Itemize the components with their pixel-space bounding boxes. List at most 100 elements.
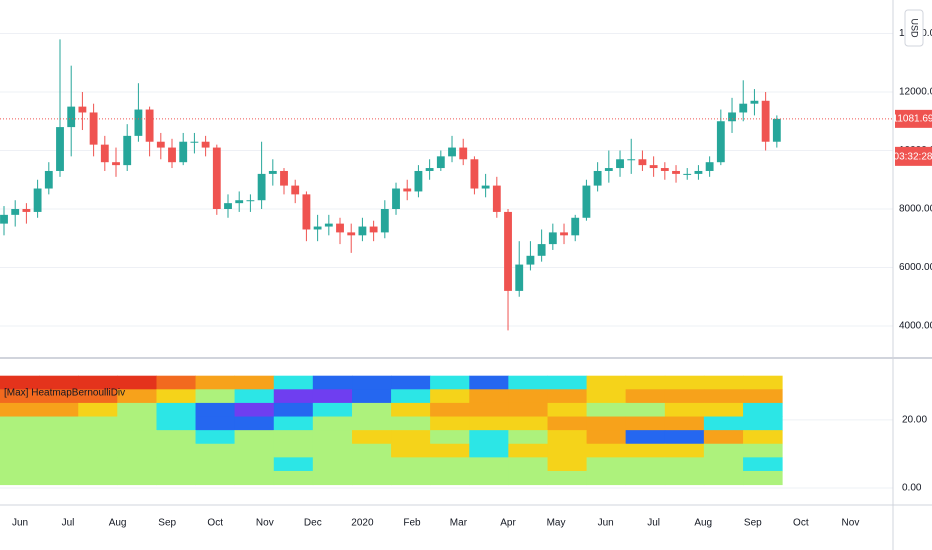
heatmap-cell	[508, 443, 549, 458]
heatmap-cell	[312, 402, 353, 418]
heatmap-cell	[234, 402, 275, 418]
x-tick-label: Mar	[450, 518, 468, 529]
heatmap-cell	[312, 470, 353, 486]
x-tick-label: Apr	[500, 518, 516, 529]
heatmap-cell	[78, 416, 118, 431]
candle-body	[369, 226, 378, 233]
heatmap-cell	[703, 470, 744, 486]
candle-body	[492, 185, 501, 212]
candle-body	[571, 217, 580, 236]
heatmap-cell	[664, 416, 705, 431]
heatmap-cell	[312, 430, 353, 445]
candle-body	[224, 203, 232, 209]
heatmap-cell	[430, 402, 470, 418]
candle-body	[705, 162, 714, 171]
heatmap-cell	[312, 443, 353, 458]
heatmap-cell	[391, 430, 431, 445]
heatmap-cell	[664, 430, 705, 445]
heatmap-cell	[547, 402, 588, 418]
heatmap-cell	[508, 375, 549, 390]
candle-body	[179, 141, 188, 163]
x-tick-label: Nov	[256, 518, 274, 529]
x-tick-label: Sep	[158, 518, 176, 529]
heatmap-cell	[664, 457, 705, 472]
heatmap-cell	[352, 416, 392, 431]
heatmap-cell	[547, 375, 588, 390]
heatmap-cell	[273, 402, 314, 418]
heatmap-cell	[156, 402, 197, 418]
candle-body	[44, 170, 53, 189]
heatmap-cell	[664, 389, 705, 404]
heatmap-cell	[273, 443, 314, 458]
heatmap-cell	[586, 430, 627, 445]
heatmap-cell	[469, 389, 509, 404]
heatmap-cell	[664, 443, 705, 458]
heatmap-cell	[586, 457, 627, 472]
heatmap-cell	[117, 375, 157, 390]
heatmap-cell	[664, 470, 705, 486]
heatmap-cell	[352, 470, 392, 486]
heatmap-cell	[586, 470, 627, 486]
candle-body	[33, 188, 42, 212]
candle-body	[716, 121, 725, 163]
x-tick-label: Sep	[744, 518, 762, 529]
heatmap-cell	[312, 457, 353, 472]
heatmap-cell	[508, 470, 549, 486]
heatmap-cell	[0, 389, 40, 404]
heatmap-cell	[78, 389, 118, 404]
candle-body	[604, 168, 613, 171]
heatmap-cell	[391, 389, 431, 404]
heatmap-cell	[195, 443, 236, 458]
heatmap-cell	[586, 402, 627, 418]
candle-body	[336, 223, 344, 233]
heatmap-cell	[117, 443, 157, 458]
x-tick-label: Feb	[403, 518, 421, 529]
heatmap-cell	[312, 375, 353, 390]
currency[interactable]: USD	[910, 18, 920, 38]
heatmap-cell	[430, 430, 470, 445]
heatmap-cell	[391, 375, 431, 390]
price-label: 11081.69	[893, 113, 932, 124]
candle-body	[683, 173, 692, 175]
heatmap-cell	[469, 402, 509, 418]
heatmap-cell	[547, 457, 588, 472]
heatmap-cell	[352, 457, 392, 472]
candle-body	[78, 106, 87, 113]
currency-button[interactable]	[904, 9, 924, 47]
candle-body	[761, 100, 770, 142]
heatmap-cell	[547, 416, 588, 431]
x-tick-label: Jul	[647, 518, 660, 529]
heatmap-cell	[625, 402, 666, 418]
candle-body	[190, 141, 199, 143]
heatmap-cell	[430, 389, 470, 404]
heatmap-cell	[273, 375, 314, 390]
countdown-box	[895, 146, 932, 166]
heatmap-cell	[195, 389, 236, 404]
heatmap-cell	[547, 443, 588, 458]
heatmap-cell	[0, 375, 40, 390]
candle-body	[448, 147, 456, 157]
candle-body	[313, 226, 322, 230]
candle-body	[11, 208, 20, 215]
heatmap-cell	[156, 416, 197, 431]
x-tick-label: Oct	[207, 518, 223, 529]
heatmap-cell	[156, 375, 197, 390]
heatmap-cell	[78, 457, 118, 472]
candle-body	[403, 188, 412, 192]
heatmap-cell	[39, 457, 79, 472]
candle-body	[235, 200, 244, 204]
candle-body	[649, 165, 658, 169]
x-tick-label: Aug	[694, 518, 712, 529]
heatmap-cell	[273, 389, 314, 404]
heatmap-cell	[430, 416, 470, 431]
heatmap-cell	[430, 470, 470, 486]
heatmap-cell	[391, 470, 431, 486]
x-tick-label: Dec	[304, 518, 322, 529]
heatmap-cell	[586, 443, 627, 458]
candle-body	[560, 232, 568, 236]
heatmap-cell	[312, 389, 353, 404]
candle-body	[123, 135, 132, 166]
heatmap-cell	[195, 470, 236, 486]
candle-body	[380, 208, 389, 233]
